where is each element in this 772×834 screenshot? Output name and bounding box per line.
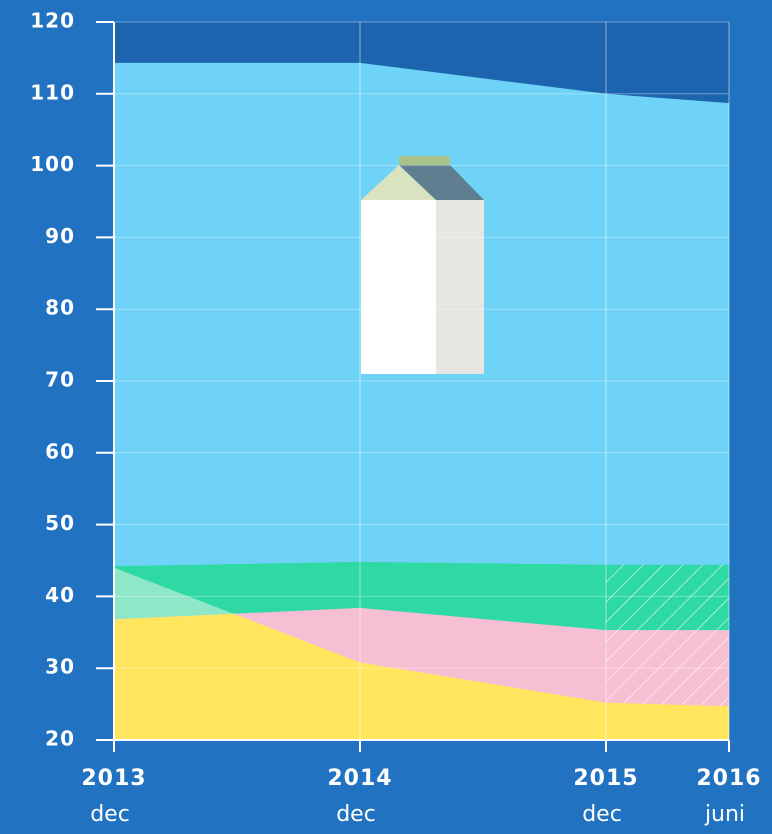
y-tick-label: 80 [45,296,75,320]
chart: 20 30 40 50 60 70 80 90 100 110 120 2013 dec 2014 dec 2… [0,0,772,834]
x-month-label: dec [336,802,376,827]
y-tick-label: 50 [45,511,75,535]
x-month-label: juni [704,802,745,827]
y-tick-label: 120 [30,9,75,33]
y-tick-label: 100 [30,152,75,176]
x-year-label: 2013 [81,766,146,791]
y-tick-label: 90 [45,224,75,248]
x-month-label: dec [90,802,130,827]
y-tick-label: 110 [30,80,75,104]
y-tick-label: 40 [45,583,75,607]
x-year-label: 2014 [327,766,392,791]
y-tick-label: 30 [45,655,75,679]
forecast-hatch [606,565,729,706]
y-tick-label: 70 [45,368,75,392]
milk-carton-icon [361,156,484,374]
y-tick-label: 20 [45,727,75,751]
y-tick-label: 60 [45,439,75,463]
x-year-label: 2015 [573,766,638,791]
x-year-label: 2016 [696,766,761,791]
x-month-label: dec [582,802,622,827]
